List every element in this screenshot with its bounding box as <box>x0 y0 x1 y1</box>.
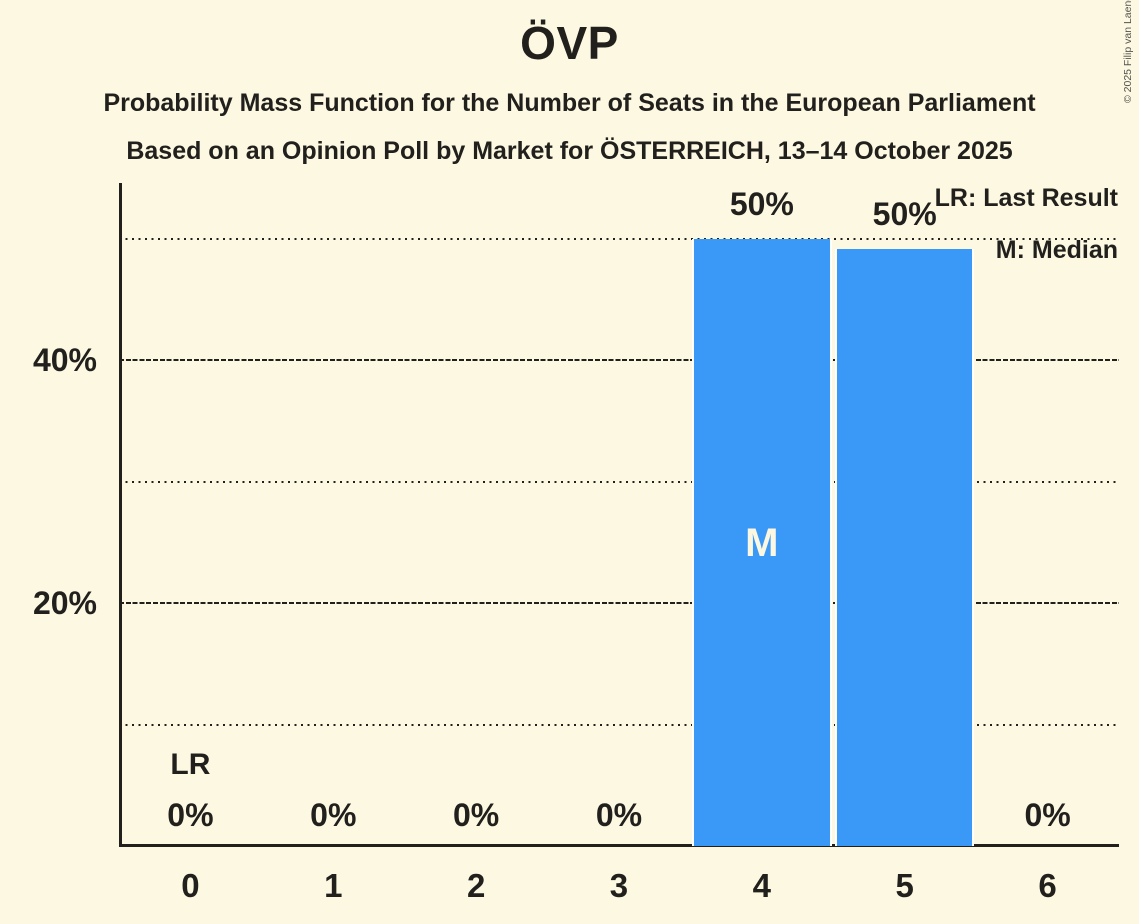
bar-value-label: 50% <box>872 195 937 232</box>
x-tick-label-6: 6 <box>1038 867 1057 904</box>
legend-median: M: Median <box>995 236 1118 264</box>
y-tick-label-20: 20% <box>32 585 97 622</box>
x-tick-label-5: 5 <box>895 867 914 904</box>
chart-title: ÖVP <box>520 17 619 69</box>
bar-seats-4 <box>692 239 832 846</box>
bar-value-label: 0% <box>310 797 357 833</box>
copyright-notice: © 2025 Filip van Laenen <box>1122 0 1134 103</box>
legend: LR: Last Result M: Median <box>935 184 1118 264</box>
median-marker: M <box>745 520 779 565</box>
gridline-20pct <box>119 602 1119 605</box>
x-axis-line <box>119 844 1119 847</box>
x-tick-label-2: 2 <box>466 867 486 904</box>
x-tick-label-1: 1 <box>324 867 343 904</box>
gridline-30pct <box>119 480 1119 483</box>
x-tick-label-3: 3 <box>609 867 629 904</box>
bar-value-label: 0% <box>167 797 214 833</box>
y-tick-label-40: 40% <box>32 342 97 379</box>
y-axis-line <box>119 183 122 846</box>
gridline-40pct <box>119 359 1119 362</box>
bar-value-label: 50% <box>729 186 794 222</box>
bar-seats-5 <box>834 248 975 846</box>
bar-value-label: 0% <box>595 797 643 833</box>
x-tick-label-0: 0 <box>181 867 200 904</box>
x-tick-label-4: 4 <box>752 867 772 904</box>
bar-value-label: 0% <box>1024 797 1071 833</box>
gridline-50pct <box>119 238 1119 240</box>
last-result-marker: LR <box>170 748 211 781</box>
legend-last-result: LR: Last Result <box>934 184 1118 212</box>
bar-value-label: 0% <box>453 797 500 833</box>
chart-source-line: Based on an Opinion Poll by Market for Ö… <box>126 137 1013 165</box>
chart-subtitle: Probability Mass Function for the Number… <box>103 89 1036 117</box>
gridline-10pct <box>119 723 1119 726</box>
